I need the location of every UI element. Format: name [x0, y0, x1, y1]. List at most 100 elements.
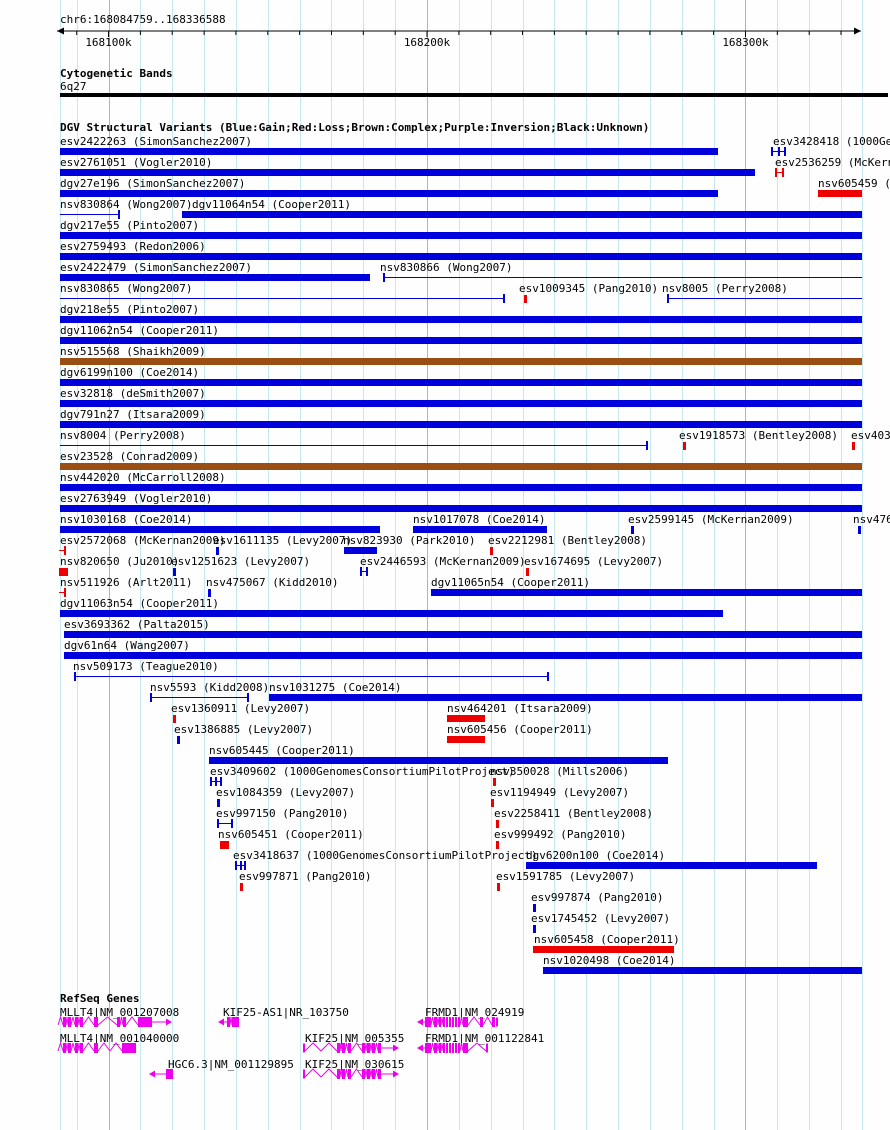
variant-label[interactable]: nsv509173 (Teague2010) — [73, 660, 219, 673]
variant-bar[interactable] — [60, 463, 862, 470]
variant-label[interactable]: nsv350028 (Mills2006) — [490, 765, 630, 778]
variant-point-tick[interactable] — [217, 799, 220, 807]
variant-label[interactable]: dgv11064n54 (Cooper2011) — [192, 198, 351, 211]
variant-bar[interactable] — [413, 526, 547, 533]
variant-bar[interactable] — [60, 337, 862, 344]
variant-bar[interactable] — [64, 652, 862, 659]
variant-label[interactable]: esv2763949 (Vogler2010) — [60, 492, 213, 505]
variant-bar[interactable] — [60, 190, 718, 197]
variant-bar[interactable] — [60, 358, 862, 365]
variant-label[interactable]: nsv1030168 (Coe2014) — [60, 513, 193, 526]
variant-label[interactable]: nsv605445 (Cooper2011) — [209, 744, 355, 757]
variant-bar[interactable] — [344, 547, 377, 554]
variant-label[interactable]: esv2761051 (Vogler2010) — [60, 156, 213, 169]
variant-label[interactable]: esv2759493 (Redon2006) — [60, 240, 206, 253]
variant-range[interactable] — [150, 693, 249, 702]
gene-label[interactable]: KIF25|NM_005355 — [305, 1032, 405, 1045]
variant-bar[interactable] — [543, 967, 862, 974]
variant-bar[interactable] — [533, 946, 674, 953]
gene-glyph[interactable] — [417, 1042, 488, 1053]
variant-point-tick[interactable] — [852, 442, 855, 450]
variant-bar[interactable] — [64, 631, 862, 638]
variant-point-tick[interactable] — [497, 883, 500, 891]
gene-label[interactable]: KIF25|NM_030615 — [305, 1058, 405, 1071]
variant-range[interactable] — [74, 672, 549, 681]
variant-bar[interactable] — [60, 148, 718, 155]
variant-label[interactable]: esv23528 (Conrad2009) — [60, 450, 200, 463]
variant-point-tick[interactable] — [491, 799, 494, 807]
variant-label[interactable]: esv3428418 (1000Ge — [773, 135, 890, 148]
variant-label[interactable]: nsv830864 (Wong2007) — [60, 198, 193, 211]
variant-label[interactable]: dgv61n64 (Wang2007) — [64, 639, 190, 652]
variant-label[interactable]: esv1194949 (Levy2007) — [490, 786, 630, 799]
variant-label[interactable]: dgv6200n100 (Coe2014) — [526, 849, 666, 862]
variant-bar[interactable] — [60, 316, 862, 323]
variant-point-tick[interactable] — [240, 883, 243, 891]
variant-label[interactable]: nsv820650 (Ju2010) — [60, 555, 180, 568]
variant-label[interactable]: dgv11062n54 (Cooper2011) — [60, 324, 219, 337]
variant-point-tick[interactable] — [683, 442, 686, 450]
variant-label[interactable]: esv3418637 (1000GenomesConsortiumPilotPr… — [233, 849, 538, 862]
variant-label[interactable]: esv997150 (Pang2010) — [216, 807, 349, 820]
variant-label[interactable]: esv997874 (Pang2010) — [531, 891, 664, 904]
variant-point-tick[interactable] — [173, 715, 176, 723]
variant-label[interactable]: esv2572068 (McKernan2009) — [60, 534, 226, 547]
gene-label[interactable]: FRMD1|NM_001122841 — [425, 1032, 545, 1045]
variant-label[interactable]: nsv1020498 (Coe2014) — [543, 954, 676, 967]
variant-label[interactable]: nsv515568 (Shaikh2009) — [60, 345, 206, 358]
variant-point-tick[interactable] — [493, 778, 496, 786]
variant-label[interactable]: esv2258411 (Bentley2008) — [494, 807, 653, 820]
variant-label[interactable]: esv1611135 (Levy2007) — [213, 534, 353, 547]
variant-point-tick[interactable] — [524, 295, 527, 303]
variant-label[interactable]: nsv823930 (Park2010) — [343, 534, 476, 547]
variant-bar[interactable] — [818, 190, 862, 197]
variant-point-tick[interactable] — [496, 820, 499, 828]
gene-glyph[interactable] — [149, 1069, 173, 1079]
variant-bar[interactable] — [60, 505, 862, 512]
variant-label[interactable]: nsv830866 (Wong2007) — [380, 261, 513, 274]
variant-block[interactable] — [220, 841, 229, 849]
gene-glyph[interactable] — [57, 1015, 172, 1027]
gene-label[interactable]: HGC6.3|NM_001129895 — [168, 1058, 294, 1071]
variant-bar[interactable] — [60, 526, 380, 533]
variant-bar[interactable] — [431, 589, 862, 596]
variant-point-tick[interactable] — [490, 547, 493, 555]
variant-bar[interactable] — [269, 694, 862, 701]
variant-label[interactable]: esv1674695 (Levy2007) — [524, 555, 664, 568]
variant-point-tick[interactable] — [533, 925, 536, 933]
variant-label[interactable]: esv2212981 (Bentley2008) — [488, 534, 647, 547]
variant-range[interactable] — [60, 210, 120, 219]
variant-point-tick[interactable] — [526, 568, 529, 576]
variant-label[interactable]: nsv8004 (Perry2008) — [60, 429, 186, 442]
variant-label[interactable]: esv1591785 (Levy2007) — [496, 870, 636, 883]
variant-point-tick[interactable] — [533, 904, 536, 912]
variant-range[interactable] — [60, 441, 648, 450]
variant-label[interactable]: esv1918573 (Bentley2008) — [679, 429, 838, 442]
variant-label[interactable]: nsv1031275 (Coe2014) — [269, 681, 402, 694]
variant-label[interactable]: esv32818 (deSmith2007) — [60, 387, 206, 400]
variant-bar[interactable] — [60, 400, 862, 407]
variant-block[interactable] — [59, 568, 68, 576]
variant-bar[interactable] — [526, 862, 817, 869]
variant-bar[interactable] — [60, 169, 755, 176]
variant-label[interactable]: dgv791n27 (Itsara2009) — [60, 408, 206, 421]
variant-bar[interactable] — [60, 610, 723, 617]
variant-point-tick[interactable] — [858, 526, 861, 534]
gene-glyph[interactable] — [417, 1015, 498, 1027]
variant-bar[interactable] — [447, 715, 485, 722]
variant-bar[interactable] — [60, 253, 862, 260]
variant-range[interactable] — [210, 777, 222, 786]
variant-label[interactable]: nsv830865 (Wong2007) — [60, 282, 193, 295]
variant-label[interactable]: esv4035 — [851, 429, 890, 442]
gene-label[interactable]: MLLT4|NM_001207008 — [60, 1006, 180, 1019]
variant-range[interactable] — [59, 546, 66, 555]
variant-label[interactable]: nsv511926 (Arlt2011) — [60, 576, 193, 589]
variant-bar[interactable] — [60, 484, 862, 491]
variant-label[interactable]: nsv475067 (Kidd2010) — [206, 576, 339, 589]
variant-range[interactable] — [771, 147, 786, 156]
variant-point-tick[interactable] — [496, 841, 499, 849]
gene-glyph[interactable] — [57, 1041, 136, 1053]
variant-label[interactable]: esv1386885 (Levy2007) — [174, 723, 314, 736]
gene-glyph[interactable] — [303, 1068, 399, 1079]
variant-bar[interactable] — [60, 232, 862, 239]
